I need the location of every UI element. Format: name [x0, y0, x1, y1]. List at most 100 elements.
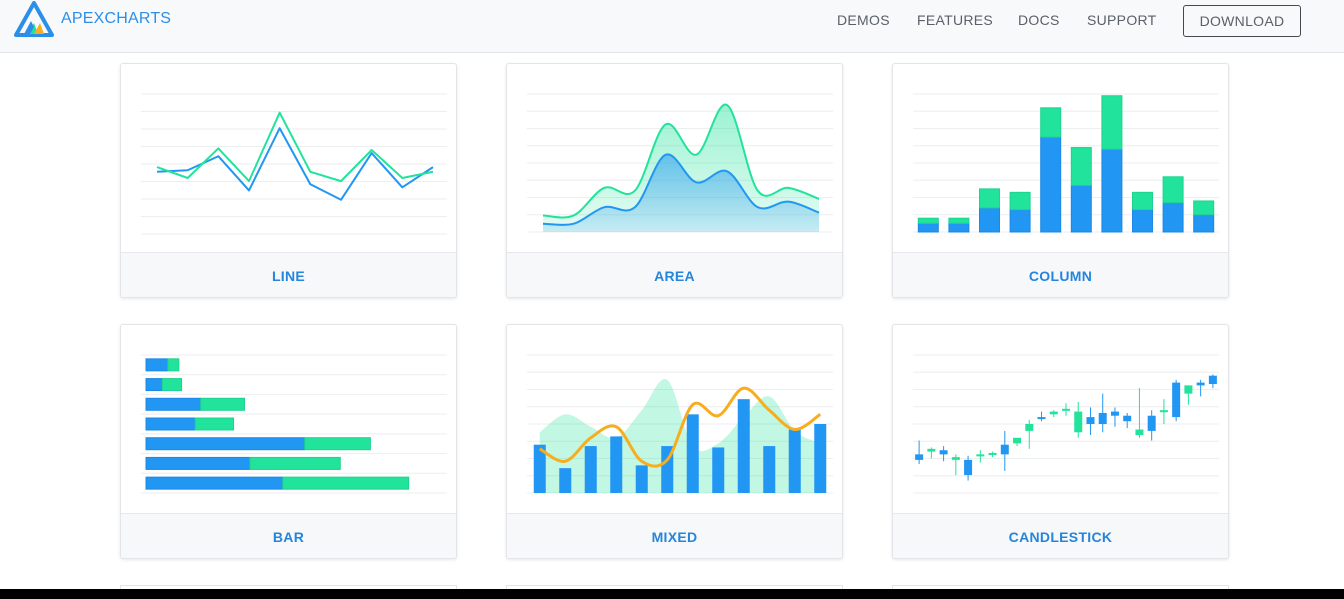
- area-chart-preview: [527, 93, 833, 233]
- card-title[interactable]: CANDLESTICK: [1008, 528, 1113, 545]
- mixed-column-bar: [686, 414, 699, 493]
- candle-body: [1159, 410, 1168, 413]
- column-bar-blue: [1070, 184, 1092, 233]
- chart-card-mixed[interactable]: MIXED: [506, 324, 843, 559]
- line-chart-preview: [141, 93, 447, 235]
- top-navbar: APEXCHARTS DEMOS FEATURES DOCS SUPPORT D…: [0, 0, 1344, 53]
- nav-docs-link[interactable]: DOCS: [1018, 12, 1060, 28]
- card-footer: COLUMN: [893, 252, 1228, 297]
- mixed-column-bar: [533, 444, 546, 493]
- mixed-line-series: [538, 386, 822, 468]
- nav-features-link[interactable]: FEATURES: [917, 12, 994, 28]
- hbar-green: [304, 437, 371, 451]
- hbar-blue: [145, 476, 284, 490]
- hbar-green: [200, 397, 246, 411]
- column-bar-blue: [1193, 214, 1215, 233]
- candle-body: [951, 457, 960, 460]
- column-bar-green: [1193, 200, 1215, 216]
- column-bar-blue: [948, 222, 970, 233]
- brand-name: APEXCHARTS: [61, 10, 172, 27]
- line-series: [156, 111, 434, 183]
- card-footer: LINE: [121, 252, 456, 297]
- mixed-column-bar: [788, 429, 801, 493]
- download-button[interactable]: DOWNLOAD: [1183, 5, 1301, 37]
- area-series-line: [542, 104, 820, 219]
- chart-card-line[interactable]: LINE: [120, 63, 457, 298]
- hbar-blue: [145, 456, 251, 470]
- column-bar-green: [1162, 176, 1184, 204]
- hbar-green: [249, 456, 341, 470]
- hbar-green: [161, 378, 183, 392]
- card-title[interactable]: MIXED: [651, 528, 698, 545]
- candle-body: [1147, 415, 1156, 431]
- chart-card-area[interactable]: AREA: [506, 63, 843, 298]
- candle-body: [1208, 375, 1217, 384]
- candle-body: [1098, 412, 1107, 424]
- column-bar-green: [1101, 95, 1123, 150]
- column-bar-green: [1070, 146, 1092, 186]
- hbar-green: [194, 417, 235, 431]
- candle-body: [1135, 429, 1144, 436]
- hbar-blue: [145, 437, 306, 451]
- mixed-column-bar: [763, 446, 776, 493]
- card-footer: AREA: [507, 252, 842, 297]
- hbar-blue: [145, 358, 169, 372]
- candle-body: [939, 450, 948, 455]
- candle-body: [1196, 382, 1205, 386]
- mixed-column-bar: [712, 447, 725, 493]
- mixed-column-bar: [737, 399, 750, 493]
- hbar-blue: [145, 417, 196, 431]
- card-title[interactable]: AREA: [654, 267, 695, 284]
- candle-body: [1049, 411, 1058, 415]
- candlestick-chart-preview: [913, 354, 1219, 494]
- mixed-chart-preview: [527, 354, 833, 494]
- candle-body: [976, 454, 985, 457]
- hbar-blue: [145, 397, 202, 411]
- candle-body: [1025, 424, 1034, 431]
- mixed-column-bar: [559, 468, 572, 493]
- chart-card-bar[interactable]: BAR: [120, 324, 457, 559]
- candle-body: [915, 454, 924, 460]
- candle-body: [1074, 411, 1083, 433]
- candle-body: [1172, 382, 1181, 418]
- candle-body: [1086, 417, 1095, 424]
- column-bar-green: [979, 188, 1000, 209]
- candle-body: [1110, 411, 1119, 416]
- candle-body: [1184, 385, 1193, 394]
- mixed-area-series: [539, 378, 821, 493]
- card-footer: MIXED: [507, 513, 842, 558]
- candle-body: [1062, 408, 1070, 411]
- nav-demos-link[interactable]: DEMOS: [837, 12, 890, 28]
- candle-body: [927, 448, 936, 452]
- card-title[interactable]: LINE: [271, 267, 306, 284]
- candle-body: [1013, 437, 1022, 444]
- hbar-green: [167, 358, 180, 372]
- area-series-line: [542, 153, 820, 226]
- chart-card-column[interactable]: COLUMN: [892, 63, 1229, 298]
- column-bar-green: [917, 217, 939, 224]
- card-title[interactable]: COLUMN: [1028, 267, 1093, 284]
- bar-chart-preview: [141, 354, 447, 494]
- mixed-column-bar: [584, 446, 597, 493]
- candle-body: [1037, 417, 1046, 420]
- column-chart-preview: [913, 93, 1219, 233]
- card-title[interactable]: BAR: [272, 528, 305, 545]
- mixed-column-bar: [610, 436, 623, 493]
- candle-body: [1123, 415, 1132, 422]
- column-bar-green: [948, 217, 970, 224]
- candle-body: [964, 459, 973, 476]
- bottom-edge-bar: [0, 589, 1344, 599]
- apexcharts-logo-icon: [14, 1, 54, 37]
- column-bar-blue: [979, 207, 1000, 233]
- candle-body: [1000, 444, 1009, 455]
- hbar-blue: [145, 378, 163, 392]
- column-bar-blue: [1009, 209, 1031, 233]
- nav-support-link[interactable]: SUPPORT: [1087, 12, 1157, 28]
- chart-card-candlestick[interactable]: CANDLESTICK: [892, 324, 1229, 559]
- candle-body: [988, 452, 997, 455]
- column-bar-green: [1040, 107, 1062, 138]
- card-footer: CANDLESTICK: [893, 513, 1228, 558]
- brand-link[interactable]: APEXCHARTS: [14, 0, 171, 38]
- hbar-green: [282, 476, 410, 490]
- column-bar-green: [1009, 191, 1031, 211]
